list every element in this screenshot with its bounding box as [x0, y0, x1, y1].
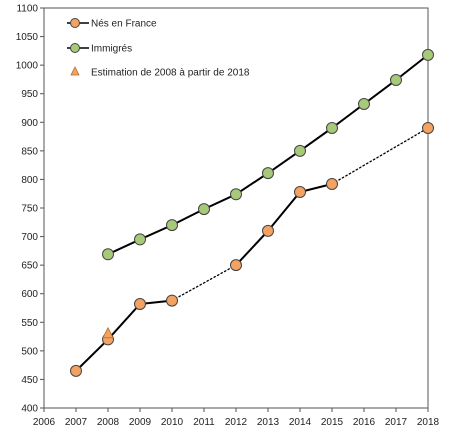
data-point-2: [390, 74, 402, 86]
y-tick-label: 600: [21, 289, 38, 300]
y-tick-label: 500: [21, 346, 38, 357]
legend-label: Immigrés: [91, 44, 132, 55]
series-markers: [70, 48, 434, 377]
data-point-2: [102, 248, 114, 261]
data-point-1: [230, 259, 242, 272]
series-segment-1: [331, 127, 429, 185]
x-tick-label: 2008: [97, 417, 120, 428]
data-point-2: [166, 219, 178, 232]
x-tick-label: 2012: [225, 417, 248, 428]
legend-label: Estimation de 2008 à partir de 2018: [91, 68, 250, 79]
y-tick-label: 800: [21, 175, 38, 186]
data-point-2: [230, 188, 242, 201]
data-point-2: [134, 233, 146, 246]
y-tick-label: 850: [21, 146, 38, 157]
legend-marker: [70, 66, 80, 76]
y-tick-label: 750: [21, 204, 38, 215]
estimate-point: [102, 326, 114, 339]
data-point-2: [198, 203, 210, 216]
y-tick-label: 900: [21, 118, 38, 129]
series-segment-2: [395, 53, 429, 81]
y-tick-label: 950: [21, 89, 38, 100]
x-tick-label: 2013: [257, 417, 280, 428]
data-point-1: [70, 364, 82, 377]
y-tick-label: 400: [21, 404, 38, 415]
series-segment-1: [171, 264, 237, 302]
data-point-1: [326, 178, 338, 190]
x-tick-label: 2017: [385, 417, 408, 428]
x-tick-label: 2016: [353, 417, 376, 428]
series-segment-2: [363, 79, 397, 105]
axes: 400 450 500 550 600 650 700 750 800 850 900 950 1000…: [16, 4, 440, 429]
legend-label: Nés en France: [91, 19, 157, 30]
series-segment-1: [75, 338, 109, 372]
data-point-1: [134, 298, 146, 310]
series-segment-2: [331, 103, 365, 129]
data-point-1: [294, 186, 306, 198]
legend-marker: [70, 18, 80, 28]
y-tick-label: 1100: [16, 4, 38, 15]
x-tick-label: 2006: [33, 417, 56, 428]
data-point-2: [422, 48, 434, 61]
series-segment-1: [235, 229, 269, 267]
legend-marker: [70, 43, 80, 53]
x-tick-label: 2009: [129, 417, 152, 428]
data-point-2: [358, 98, 370, 110]
data-point-1: [262, 224, 274, 237]
data-point-1: [166, 294, 178, 307]
y-tick-label: 1000: [16, 61, 39, 72]
legend: Nés en France Immigrés Estimation de 2008 …: [67, 18, 250, 79]
x-tick-label: 2007: [65, 417, 88, 428]
x-tick-label: 2011: [193, 417, 215, 428]
x-tick-label: 2018: [417, 417, 440, 428]
x-tick-label: 2010: [161, 417, 184, 428]
y-tick-label: 700: [21, 232, 38, 243]
data-point-2: [262, 167, 274, 180]
data-point-2: [294, 144, 306, 157]
series-segment-2: [235, 172, 269, 196]
series-segment-2: [267, 149, 301, 175]
x-tick-label: 2014: [289, 417, 312, 428]
y-tick-label: 450: [21, 375, 38, 386]
series-segment-2: [299, 127, 333, 152]
series-segment-1: [267, 191, 301, 232]
x-tick-label: 2015: [321, 417, 344, 428]
y-tick-label: 650: [21, 261, 38, 272]
series-lines: [75, 53, 429, 372]
y-tick-label: 550: [21, 318, 38, 329]
data-point-1: [422, 122, 434, 134]
data-point-2: [326, 122, 338, 134]
series-segment-1: [107, 303, 141, 341]
y-tick-label: 1050: [16, 32, 39, 43]
